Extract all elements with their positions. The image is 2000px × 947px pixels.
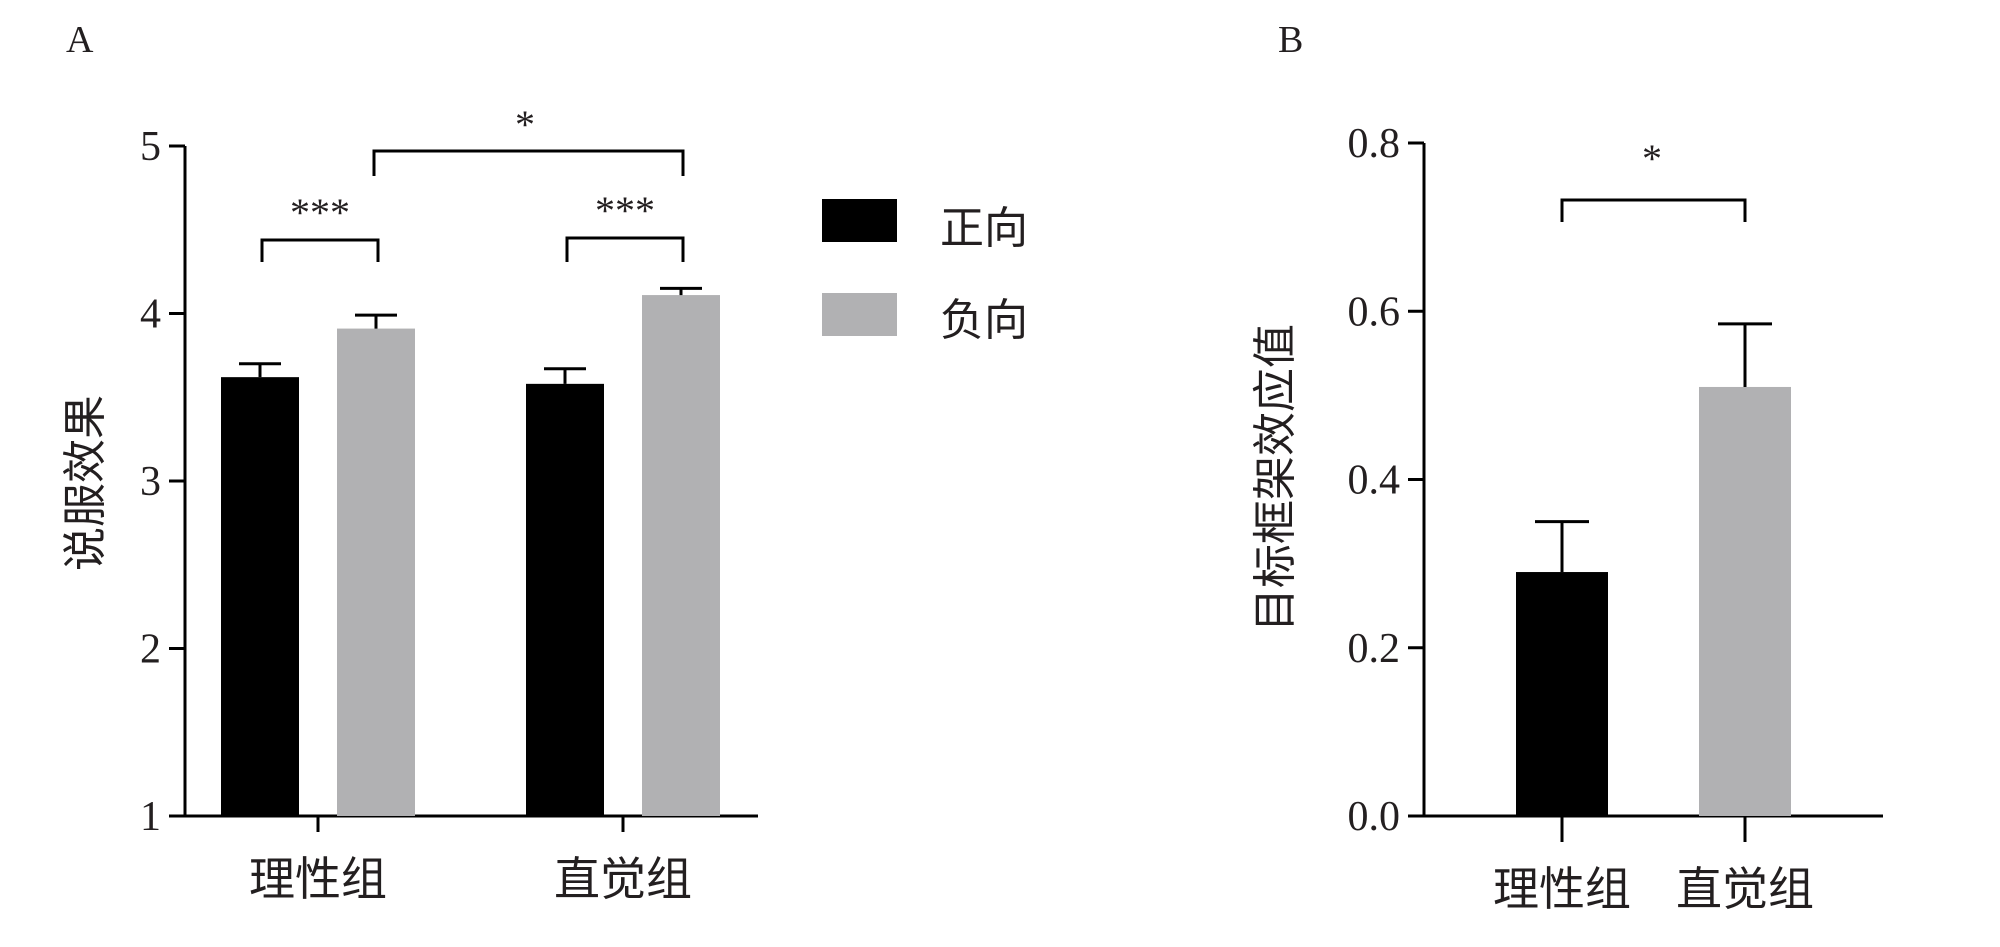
panel-a-error-bar bbox=[355, 313, 397, 329]
panel-b-y-tick-label: 0.4 bbox=[1348, 458, 1401, 504]
panel-b-bar bbox=[1516, 572, 1608, 816]
panel-b-y-axis-label: 目标框架效应值 bbox=[1251, 324, 1300, 632]
panel-b-y-ticks: 0.0 0.2 0.4 0.6 0.8 bbox=[1348, 121, 1424, 840]
panel-a-bracket-rational bbox=[260, 238, 380, 262]
panel-a-error-bar bbox=[544, 367, 586, 384]
panel-a-x-tick-label: 理性组 bbox=[249, 854, 387, 905]
panel-b-error-bar bbox=[1535, 520, 1589, 573]
panel-a-error-bar bbox=[239, 362, 281, 378]
panel-a-y-tick-label: 1 bbox=[140, 794, 161, 840]
panel-a-bar bbox=[337, 328, 415, 816]
panel-a-bracket-negative bbox=[372, 149, 685, 176]
panel-a-legend: 正向 负向 bbox=[822, 199, 1028, 345]
panel-b-error-bar bbox=[1718, 322, 1772, 387]
panel-b-axes bbox=[1422, 143, 1883, 818]
panel-a-y-tick-label: 2 bbox=[140, 627, 161, 673]
panel-a-sig-negative: * bbox=[515, 102, 535, 147]
panel-a-y-tick-label: 3 bbox=[140, 459, 161, 505]
panel-a-bar bbox=[526, 383, 604, 816]
panel-b-bar bbox=[1699, 386, 1791, 816]
panel-b-sig: * bbox=[1642, 136, 1662, 181]
panel-a-bar bbox=[642, 295, 720, 816]
panel-a-bracket-intuitive bbox=[565, 236, 685, 262]
panel-b-x-tick-label: 理性组 bbox=[1493, 864, 1631, 915]
panel-b-y-tick-label: 0.6 bbox=[1348, 289, 1401, 335]
panel-a-y-ticks: 1 2 3 4 5 bbox=[140, 124, 185, 840]
panel-a-sig-intuitive: *** bbox=[595, 188, 655, 233]
panel-b-y-tick-label: 0.0 bbox=[1348, 794, 1401, 840]
panel-b-bars bbox=[1516, 322, 1791, 816]
panel-a-bars bbox=[221, 286, 720, 816]
legend-swatch-negative bbox=[822, 293, 897, 336]
panel-a-significance: *** *** * bbox=[260, 102, 685, 262]
panel-b-x-tick-label: 直觉组 bbox=[1676, 864, 1814, 915]
panel-a-y-tick-label: 4 bbox=[140, 292, 161, 338]
panel-b-x-categories: 理性组 直觉组 bbox=[1493, 816, 1814, 915]
panel-a-sig-rational: *** bbox=[290, 190, 350, 235]
panel-a-x-categories: 理性组 直觉组 bbox=[249, 816, 692, 905]
legend-label-negative: 负向 bbox=[940, 296, 1028, 345]
panel-b-label: B bbox=[1278, 19, 1303, 61]
panel-a-label: A bbox=[66, 19, 94, 61]
panel-a-y-axis-label: 说服效果 bbox=[61, 395, 110, 571]
panel-b-significance: * bbox=[1560, 136, 1747, 222]
panel-a: A 说服效果 1 2 3 4 5 理性组 直觉组 *** *** * 正向 bbox=[61, 19, 1028, 905]
panel-a-y-tick-label: 5 bbox=[140, 124, 161, 170]
panel-b-y-tick-label: 0.8 bbox=[1348, 121, 1401, 167]
panel-a-x-tick-label: 直觉组 bbox=[554, 854, 692, 905]
legend-label-positive: 正向 bbox=[940, 204, 1028, 253]
panel-b-y-tick-label: 0.2 bbox=[1348, 626, 1401, 672]
panel-a-bar bbox=[221, 377, 299, 816]
panel-a-error-bar bbox=[660, 286, 702, 296]
panel-b-bracket bbox=[1560, 198, 1747, 222]
legend-swatch-positive bbox=[822, 199, 897, 242]
panel-b: B 目标框架效应值 0.0 0.2 0.4 0.6 0.8 理性组 直觉组 * bbox=[1251, 19, 1883, 915]
